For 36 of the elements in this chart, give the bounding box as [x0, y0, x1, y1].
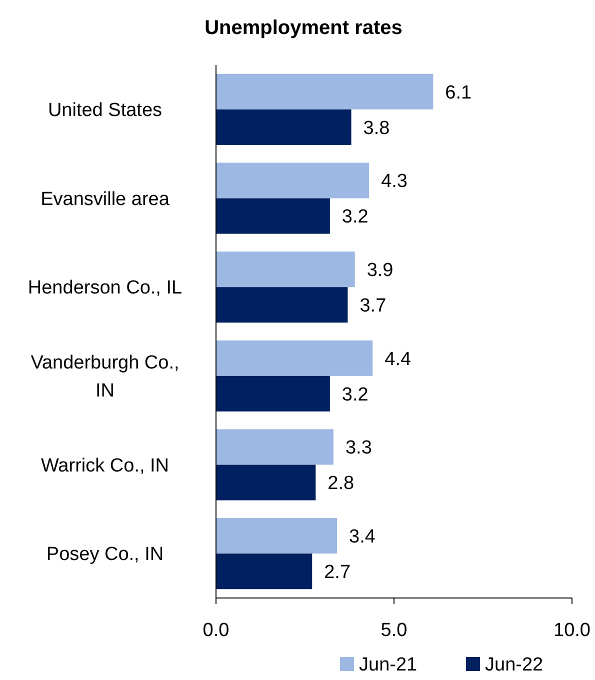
legend-label: Jun-21	[359, 654, 418, 676]
bar	[216, 287, 348, 323]
bar	[216, 554, 312, 590]
x-tick-label: 0.0	[202, 620, 230, 641]
bar	[216, 518, 338, 554]
data-label: 3.7	[360, 296, 386, 316]
data-label: 3.4	[349, 526, 376, 548]
y-tick-label: Henderson Co., IL	[28, 278, 182, 299]
data-label: 3.9	[366, 260, 394, 281]
bar	[216, 198, 330, 234]
data-label: 2.8	[328, 473, 354, 494]
data-label: 3.2	[342, 384, 368, 406]
legend-label: Jun-22	[485, 654, 544, 676]
data-label: 3.3	[345, 438, 372, 459]
data-label: 4.3	[381, 171, 408, 192]
data-label: 3.2	[342, 206, 368, 228]
data-label: 3.8	[363, 118, 390, 139]
bar	[216, 74, 434, 110]
y-tick-label: Evansville area	[40, 188, 170, 210]
x-tick-label: 10.0	[554, 620, 590, 641]
y-tick-label: United States	[48, 100, 162, 122]
x-tick-label: 5.0	[380, 620, 408, 641]
data-label: 4.4	[384, 348, 412, 370]
bar	[216, 252, 355, 288]
bar	[216, 429, 334, 465]
bar	[216, 464, 316, 500]
bar	[216, 340, 373, 376]
data-label: 6.1	[445, 82, 472, 104]
bar	[216, 162, 370, 198]
y-tick-label: Vanderburgh Co., IN	[30, 352, 180, 402]
data-label: 2.7	[324, 562, 351, 583]
y-tick-label: Posey Co., IN	[46, 544, 164, 566]
chart-title: Unemployment rates	[204, 17, 402, 39]
bar	[216, 109, 352, 145]
bar	[216, 376, 330, 412]
y-tick-label: Warrick Co., IN	[40, 455, 170, 476]
